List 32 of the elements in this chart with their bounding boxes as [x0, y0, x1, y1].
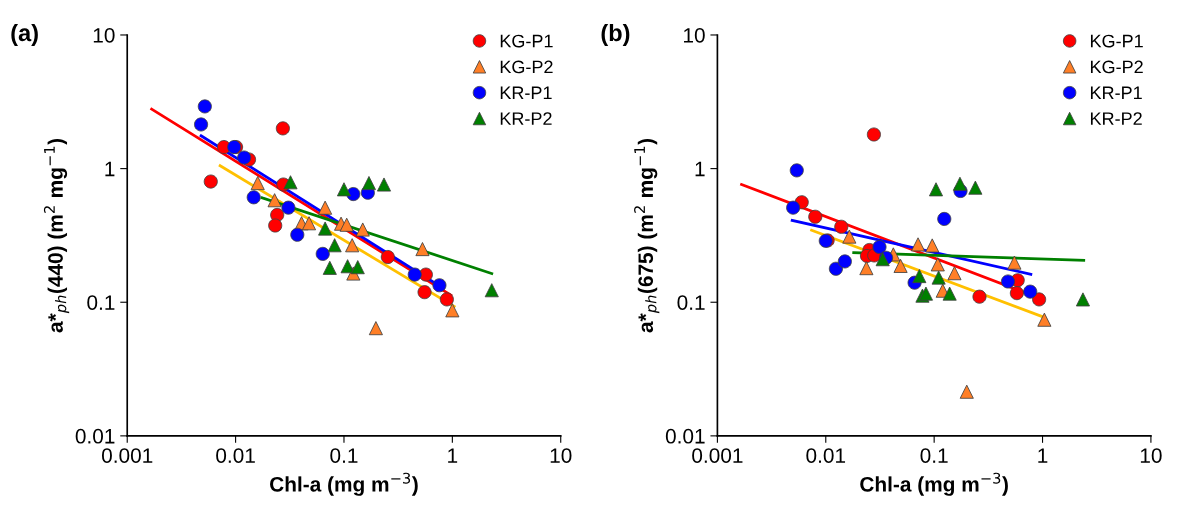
y-tick-label: 0.01: [665, 428, 705, 444]
y-tick-label: 10: [93, 27, 115, 43]
legend-label: KR-P1: [1090, 86, 1142, 99]
x-tick-label: 0.1: [920, 448, 948, 463]
x-tick-label: 0.001: [101, 448, 153, 463]
legend-label: KR-P2: [1090, 112, 1142, 125]
y-tick-label: 1: [695, 161, 705, 177]
x-tick-label: 10: [550, 448, 572, 463]
x-tick-label: 1: [1038, 448, 1048, 463]
legend-label: KG-P2: [500, 60, 553, 74]
legend-label: KR-P2: [500, 112, 552, 125]
x-tick-label: 0.1: [330, 448, 358, 463]
legend-label: KG-P2: [1090, 60, 1143, 74]
y-tick-label: 0.01: [75, 428, 115, 444]
x-tick-label: 0.001: [692, 448, 743, 463]
x-tick-label: 0.01: [806, 448, 846, 463]
x-axis-title: Chl-a (mg m$^{−3}$): [860, 472, 1008, 496]
y-axis-title: a*$_{ph}$(440) (m$^{2}$ mg$^{−1}$): [43, 138, 70, 333]
y-axis-title: a*$_{ph}$(675) (m$^{2}$ mg$^{−1}$): [634, 138, 660, 333]
legend-label: KG-P1: [1090, 34, 1143, 48]
legend-label: KG-P1: [500, 34, 553, 48]
x-tick-label: 1: [448, 448, 458, 463]
y-tick-label: 0.1: [87, 295, 115, 310]
y-tick-label: 10: [684, 27, 705, 43]
legend-label: KR-P1: [500, 86, 552, 99]
chart-title: (b): [601, 23, 630, 46]
y-tick-label: 1: [105, 161, 115, 177]
x-tick-label: 10: [1140, 448, 1162, 463]
x-axis-title: Chl-a (mg m$^{−3}$): [270, 472, 418, 496]
chart-title: (a): [11, 23, 38, 46]
x-tick-label: 0.01: [216, 448, 255, 463]
y-tick-label: 0.1: [677, 295, 705, 310]
